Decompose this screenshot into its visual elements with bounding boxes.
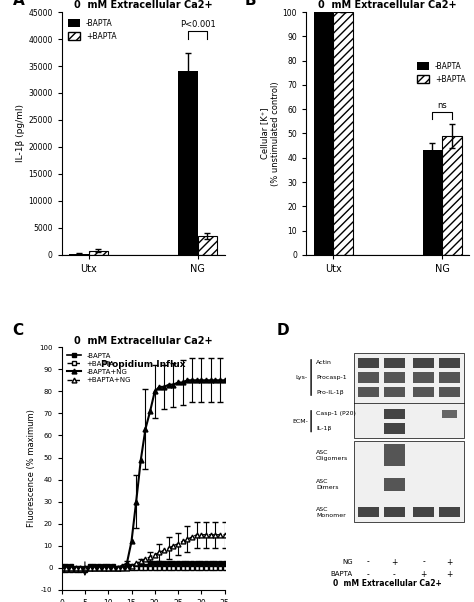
Text: A: A — [13, 0, 25, 8]
Bar — [354, 441, 464, 522]
Text: +: + — [447, 557, 453, 566]
Legend: -BAPTA, +BAPTA: -BAPTA, +BAPTA — [65, 16, 120, 44]
Text: Propidium Influx: Propidium Influx — [101, 361, 185, 370]
Bar — [357, 387, 379, 397]
Bar — [383, 423, 405, 433]
Legend: -BAPTA, +BAPTA, -BAPTA+NG, +BAPTA+NG: -BAPTA, +BAPTA, -BAPTA+NG, +BAPTA+NG — [65, 350, 133, 385]
Text: Actin: Actin — [316, 361, 332, 365]
Bar — [314, 12, 333, 255]
Text: -: - — [367, 557, 370, 566]
Bar — [198, 236, 217, 255]
Text: IL-1β: IL-1β — [316, 426, 331, 431]
Bar — [357, 507, 379, 517]
Bar — [383, 358, 405, 368]
Text: ASC
Monomer: ASC Monomer — [316, 507, 346, 518]
Bar — [357, 358, 379, 368]
Text: C: C — [13, 323, 24, 338]
Bar — [383, 507, 405, 517]
Bar — [413, 358, 434, 368]
Text: +: + — [447, 569, 453, 579]
Bar — [357, 373, 379, 383]
Text: 0  mM Extracellular Ca2+: 0 mM Extracellular Ca2+ — [333, 579, 442, 588]
Bar — [383, 477, 405, 491]
Text: D: D — [277, 323, 290, 338]
Bar — [442, 410, 457, 418]
Text: -: - — [393, 569, 396, 579]
Y-axis label: IL-1β (pg/ml): IL-1β (pg/ml) — [17, 105, 26, 163]
Bar — [439, 358, 460, 368]
Bar — [354, 353, 464, 438]
Bar — [413, 507, 434, 517]
Bar — [423, 150, 442, 255]
Text: -: - — [367, 569, 370, 579]
Bar — [383, 373, 405, 383]
Bar — [69, 254, 89, 255]
Text: ASC
Dimers: ASC Dimers — [316, 479, 338, 490]
Title: 0  mM Extracellular Ca2+: 0 mM Extracellular Ca2+ — [74, 337, 212, 346]
Text: BAPTA: BAPTA — [330, 571, 353, 577]
Bar — [439, 507, 460, 517]
Bar — [439, 387, 460, 397]
Bar — [89, 250, 108, 255]
Y-axis label: Fluorescence (% maximum): Fluorescence (% maximum) — [27, 409, 36, 527]
Title: 0  mM Extracellular Ca2+: 0 mM Extracellular Ca2+ — [74, 0, 212, 10]
Bar — [333, 12, 353, 255]
Text: Procasp-1: Procasp-1 — [316, 375, 346, 380]
Legend: -BAPTA, +BAPTA: -BAPTA, +BAPTA — [414, 59, 469, 87]
Text: Pro-IL-1β: Pro-IL-1β — [316, 389, 344, 394]
Text: NG: NG — [342, 559, 353, 565]
Text: B: B — [244, 0, 256, 8]
Text: ASC
Oligomers: ASC Oligomers — [316, 450, 348, 461]
Bar — [178, 72, 198, 255]
Bar — [413, 387, 434, 397]
Text: ECM-: ECM- — [292, 419, 308, 424]
Text: ns: ns — [438, 101, 447, 110]
Bar — [442, 136, 462, 255]
Bar — [439, 373, 460, 383]
Text: +: + — [391, 557, 397, 566]
Text: Lys-: Lys- — [296, 375, 308, 380]
Text: Casp-1 (P20): Casp-1 (P20) — [316, 411, 356, 417]
Text: -: - — [422, 557, 425, 566]
Y-axis label: Cellular [K⁺]
(% unstimulated control): Cellular [K⁺] (% unstimulated control) — [261, 81, 280, 186]
Text: +: + — [420, 569, 427, 579]
Bar — [383, 387, 405, 397]
Bar — [413, 373, 434, 383]
Text: P<0.001: P<0.001 — [180, 20, 216, 29]
Bar — [383, 444, 405, 466]
Bar — [383, 409, 405, 419]
Title: 0  mM Extracellular Ca2+: 0 mM Extracellular Ca2+ — [319, 0, 457, 10]
